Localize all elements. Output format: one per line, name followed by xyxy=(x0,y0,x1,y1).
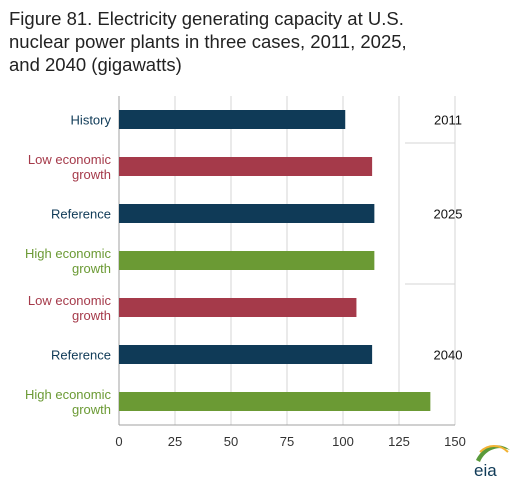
x-tick-label: 100 xyxy=(332,434,354,449)
bar-0-0 xyxy=(119,110,346,129)
bar-1-2 xyxy=(119,251,375,270)
bar-2-2 xyxy=(119,392,431,411)
eia-logo-swoosh xyxy=(476,445,510,462)
bar-2-0 xyxy=(119,298,357,317)
bar-1-0 xyxy=(119,157,373,176)
x-tick-label: 25 xyxy=(168,434,182,449)
category-label: Low economic growth xyxy=(28,293,112,323)
eia-logo-text: eia xyxy=(474,461,497,480)
chart-title: Figure 81. Electricity generating capaci… xyxy=(9,8,407,75)
category-label: Low economic growth xyxy=(28,152,112,182)
category-label: High economic growth xyxy=(25,246,111,276)
category-label: Reference xyxy=(51,348,111,363)
category-label: Reference xyxy=(51,207,111,222)
bar-2-1 xyxy=(119,345,373,364)
eia-logo: eia xyxy=(474,445,510,480)
x-tick-label: 50 xyxy=(224,434,238,449)
x-tick-label: 0 xyxy=(115,434,122,449)
bar-1-1 xyxy=(119,204,375,223)
group-year-label: 2025 xyxy=(434,207,463,222)
category-label: History xyxy=(71,113,112,128)
x-tick-label: 75 xyxy=(280,434,294,449)
x-tick-label: 150 xyxy=(444,434,466,449)
group-year-label: 2040 xyxy=(434,348,463,363)
x-tick-label: 125 xyxy=(388,434,410,449)
group-year-label: 2011 xyxy=(434,113,462,128)
category-label: High economic growth xyxy=(25,387,111,417)
